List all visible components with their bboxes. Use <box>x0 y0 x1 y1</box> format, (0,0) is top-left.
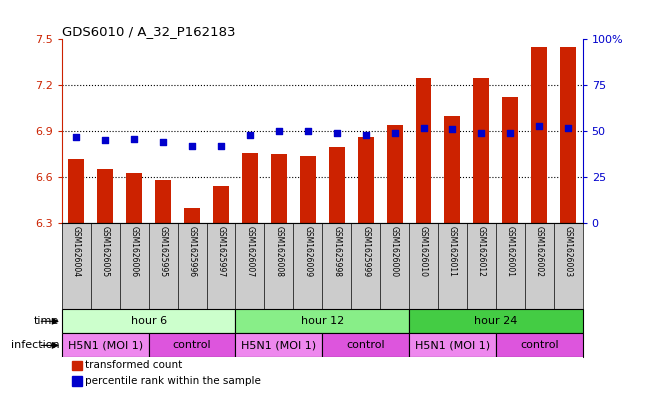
Bar <box>236 309 409 333</box>
Text: GSM1625995: GSM1625995 <box>159 226 167 277</box>
Bar <box>184 208 200 223</box>
Text: hour 24: hour 24 <box>474 316 518 326</box>
Bar <box>97 169 113 223</box>
Text: control: control <box>173 340 212 351</box>
Bar <box>445 116 460 223</box>
Text: GSM1625998: GSM1625998 <box>332 226 341 277</box>
Point <box>419 124 429 130</box>
Bar <box>561 47 576 223</box>
Point <box>158 139 169 145</box>
Text: GSM1626007: GSM1626007 <box>245 226 255 277</box>
Text: GSM1626002: GSM1626002 <box>534 226 544 277</box>
Bar <box>242 152 258 223</box>
Text: hour 12: hour 12 <box>301 316 344 326</box>
Text: GSM1626004: GSM1626004 <box>72 226 81 277</box>
Text: GSM1626011: GSM1626011 <box>448 226 457 277</box>
Text: GSM1626009: GSM1626009 <box>303 226 312 277</box>
Text: transformed count: transformed count <box>85 360 182 370</box>
Text: time: time <box>34 316 59 326</box>
Point <box>273 128 284 134</box>
Bar <box>409 309 583 333</box>
Bar <box>387 125 402 223</box>
Point <box>361 132 371 138</box>
Text: GSM1626008: GSM1626008 <box>274 226 283 277</box>
Text: control: control <box>346 340 385 351</box>
Bar <box>72 376 81 386</box>
Bar <box>148 333 236 358</box>
Point <box>505 130 516 136</box>
Bar <box>62 309 236 333</box>
Bar <box>271 154 287 223</box>
Bar <box>496 333 583 358</box>
Text: control: control <box>520 340 559 351</box>
Bar <box>300 156 316 223</box>
Bar <box>322 333 409 358</box>
Point <box>100 137 111 143</box>
Bar <box>415 77 432 223</box>
Bar <box>213 186 229 223</box>
Bar <box>357 137 374 223</box>
Bar <box>126 173 142 223</box>
Point <box>187 143 197 149</box>
Text: GSM1625996: GSM1625996 <box>187 226 197 277</box>
Bar <box>473 77 490 223</box>
Bar <box>155 180 171 223</box>
Point <box>215 143 226 149</box>
Point <box>389 130 400 136</box>
Bar <box>62 333 148 358</box>
Point <box>563 124 574 130</box>
Text: GSM1626001: GSM1626001 <box>506 226 515 277</box>
Text: percentile rank within the sample: percentile rank within the sample <box>85 376 261 386</box>
Text: GSM1626010: GSM1626010 <box>419 226 428 277</box>
Point <box>129 136 139 142</box>
Bar <box>329 147 344 223</box>
Point <box>245 132 255 138</box>
Text: GSM1625997: GSM1625997 <box>217 226 225 277</box>
Text: GSM1626012: GSM1626012 <box>477 226 486 277</box>
Point <box>303 128 313 134</box>
Text: infection: infection <box>10 340 59 351</box>
Bar <box>68 159 84 223</box>
Text: GDS6010 / A_32_P162183: GDS6010 / A_32_P162183 <box>62 25 236 38</box>
Bar <box>531 47 547 223</box>
Text: H5N1 (MOI 1): H5N1 (MOI 1) <box>415 340 490 351</box>
Bar <box>236 333 322 358</box>
Point <box>534 123 544 129</box>
Point <box>476 130 486 136</box>
Bar <box>409 333 496 358</box>
Point <box>447 126 458 132</box>
Bar <box>72 361 81 370</box>
Text: GSM1626003: GSM1626003 <box>564 226 573 277</box>
Text: H5N1 (MOI 1): H5N1 (MOI 1) <box>68 340 143 351</box>
Text: GSM1626005: GSM1626005 <box>101 226 110 277</box>
Text: hour 6: hour 6 <box>131 316 167 326</box>
Point <box>71 134 81 140</box>
Text: GSM1625999: GSM1625999 <box>361 226 370 277</box>
Text: GSM1626006: GSM1626006 <box>130 226 139 277</box>
Text: H5N1 (MOI 1): H5N1 (MOI 1) <box>242 340 316 351</box>
Text: GSM1626000: GSM1626000 <box>390 226 399 277</box>
Point <box>331 130 342 136</box>
Bar <box>503 97 518 223</box>
